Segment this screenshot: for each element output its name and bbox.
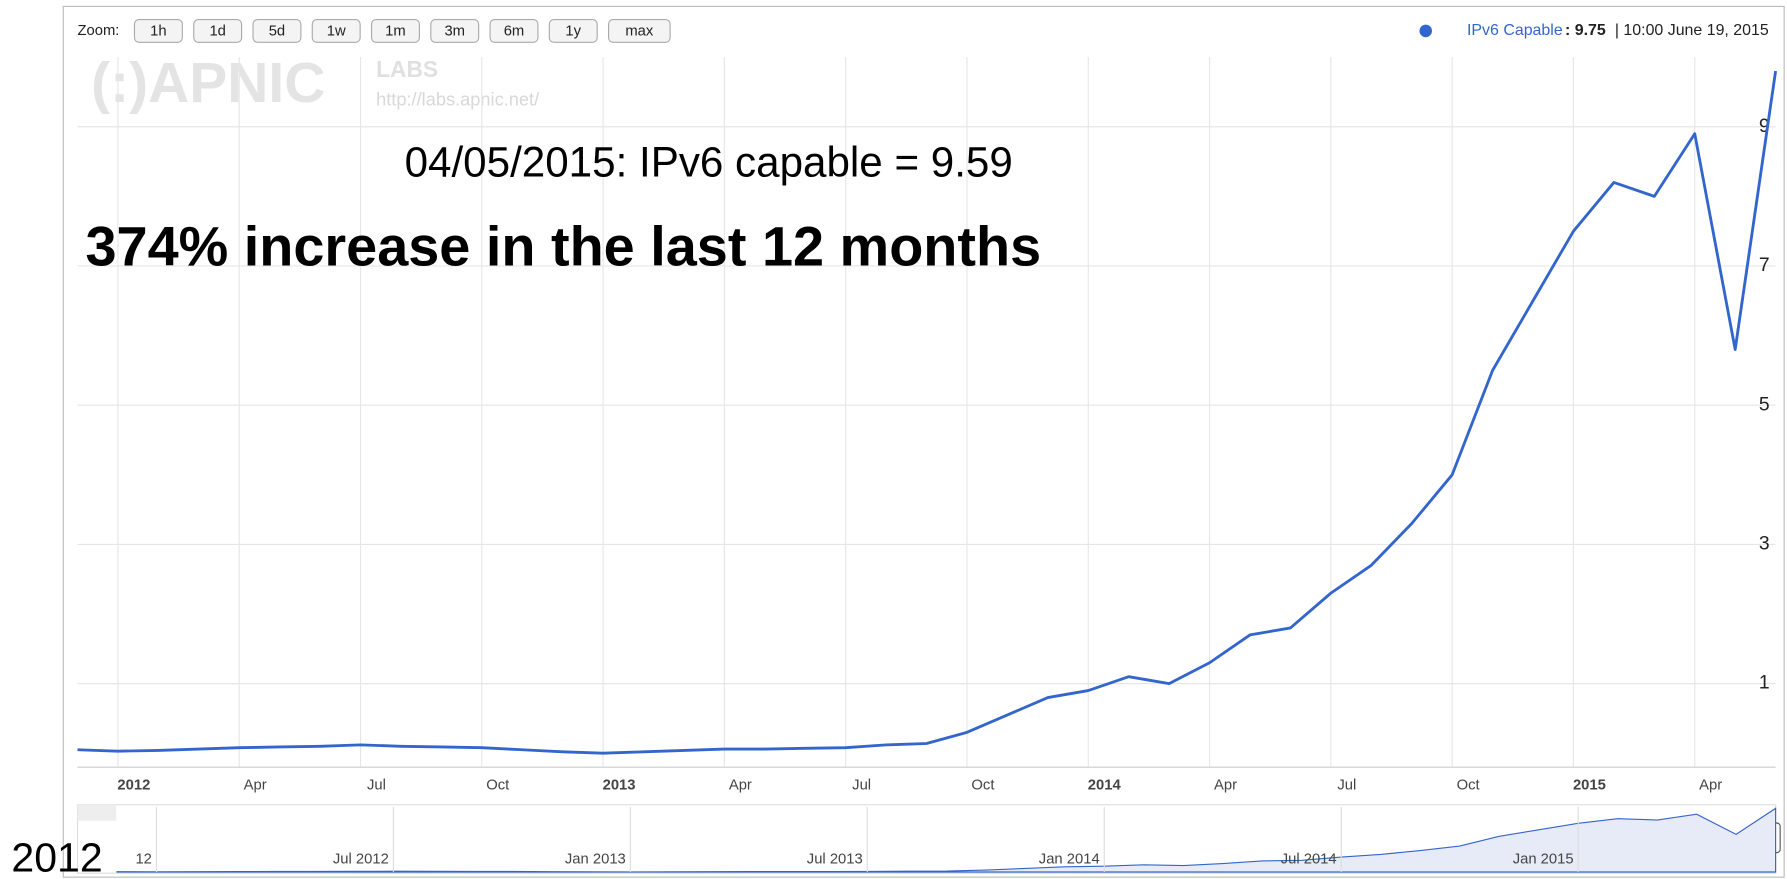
zoom-button[interactable]: 1h xyxy=(133,18,183,43)
zoom-button[interactable]: 1d xyxy=(193,18,243,43)
navigator-area xyxy=(116,807,1777,873)
annotation: 374% increase in the last 12 months xyxy=(85,215,1041,278)
zoom-button-bg xyxy=(252,18,302,43)
y-tick-label: 1 xyxy=(1759,672,1770,694)
annotation: 04/05/2015: IPv6 capable = 9.59 xyxy=(405,139,1013,186)
legend-readout: : 9.75 xyxy=(1565,22,1606,39)
x-tick-label: Oct xyxy=(971,777,994,793)
x-tick-label: Jul xyxy=(1337,777,1356,793)
x-tick-label: 2014 xyxy=(1088,777,1122,793)
zoom-button[interactable]: 3m xyxy=(430,18,480,43)
navigator-label: Jul 2012 xyxy=(333,851,389,867)
legend: IPv6 Capable: 9.75 | 10:00 June 19, 2015 xyxy=(1467,22,1769,39)
navigator-mask xyxy=(77,804,117,821)
zoom-button[interactable]: max xyxy=(608,18,671,43)
y-tick-label: 3 xyxy=(1759,533,1770,555)
logo-sub: LABS xyxy=(376,56,438,82)
y-tick-label: 9 xyxy=(1759,115,1770,137)
x-tick-label: Apr xyxy=(1699,777,1722,793)
zoom-button[interactable]: 5d xyxy=(252,18,302,43)
navigator-label: Jul 2014 xyxy=(1281,851,1337,867)
logo: (:)APNIC xyxy=(91,51,325,115)
zoom-button[interactable]: 1y xyxy=(548,18,598,43)
legend-marker xyxy=(1419,24,1432,38)
y-tick-label: 5 xyxy=(1759,393,1770,415)
x-tick-label: Apr xyxy=(244,777,267,793)
navigator-label: Jan 2014 xyxy=(1039,851,1100,867)
legend-name: IPv6 Capable xyxy=(1467,22,1563,39)
plot: 1 3 5 7 9 2012 Apr Jul Oct 2013 Apr Jul Oct 2014 Apr Ju… xyxy=(77,57,1778,873)
x-tick-label: Oct xyxy=(1457,777,1480,793)
annotation: 2012 xyxy=(11,834,102,879)
series-line xyxy=(77,70,1778,755)
zoom-button-bg xyxy=(370,18,420,43)
navigator-label: Jul 2013 xyxy=(807,851,863,867)
x-tick-label: Jul xyxy=(852,777,871,793)
x-tick-label: Jul xyxy=(367,777,386,793)
zoom-button-bg xyxy=(608,18,671,43)
zoom-button-label: 1d xyxy=(209,23,225,39)
zoom-button[interactable]: 1w xyxy=(311,18,361,43)
zoom-button-bg xyxy=(133,18,183,43)
zoom-button-bg xyxy=(430,18,480,43)
zoom-button-label: max xyxy=(625,23,654,39)
x-tick-label: 2015 xyxy=(1573,777,1606,793)
zoom-button-label: 1w xyxy=(327,23,346,39)
zoom-button[interactable]: 6m xyxy=(489,18,539,43)
zoom-button-bg xyxy=(193,18,243,43)
x-tick-label: 2012 xyxy=(117,777,150,793)
zoom-button[interactable]: 1m xyxy=(370,18,420,43)
navigator-label: Jan 2015 xyxy=(1513,851,1574,867)
zoom-button-label: 5d xyxy=(269,23,285,39)
navigator-label: 12 xyxy=(135,851,151,867)
x-tick-label: Apr xyxy=(1214,777,1237,793)
navigator-label: Jan 2013 xyxy=(565,851,626,867)
x-tick-label: Oct xyxy=(486,777,509,793)
y-tick-label: 7 xyxy=(1759,254,1770,276)
zoom-button-label: 6m xyxy=(504,23,525,39)
frame xyxy=(62,5,1785,878)
x-tick-label: Apr xyxy=(729,777,752,793)
zoom-button-bg xyxy=(311,18,361,43)
zoom-label: Zoom: xyxy=(77,23,119,39)
logo-url: http://labs.apnic.net/ xyxy=(376,88,540,109)
zoom-button-label: 3m xyxy=(444,23,465,39)
zoom-button-bg xyxy=(548,18,598,43)
zoom-button-label: 1h xyxy=(150,23,166,39)
zoom-button-label: 1y xyxy=(565,23,581,39)
legend-time: | 10:00 June 19, 2015 xyxy=(1615,22,1769,39)
x-tick-label: 2013 xyxy=(603,777,636,793)
zoom-button-bg xyxy=(489,18,539,43)
zoom-button-label: 1m xyxy=(385,23,406,39)
